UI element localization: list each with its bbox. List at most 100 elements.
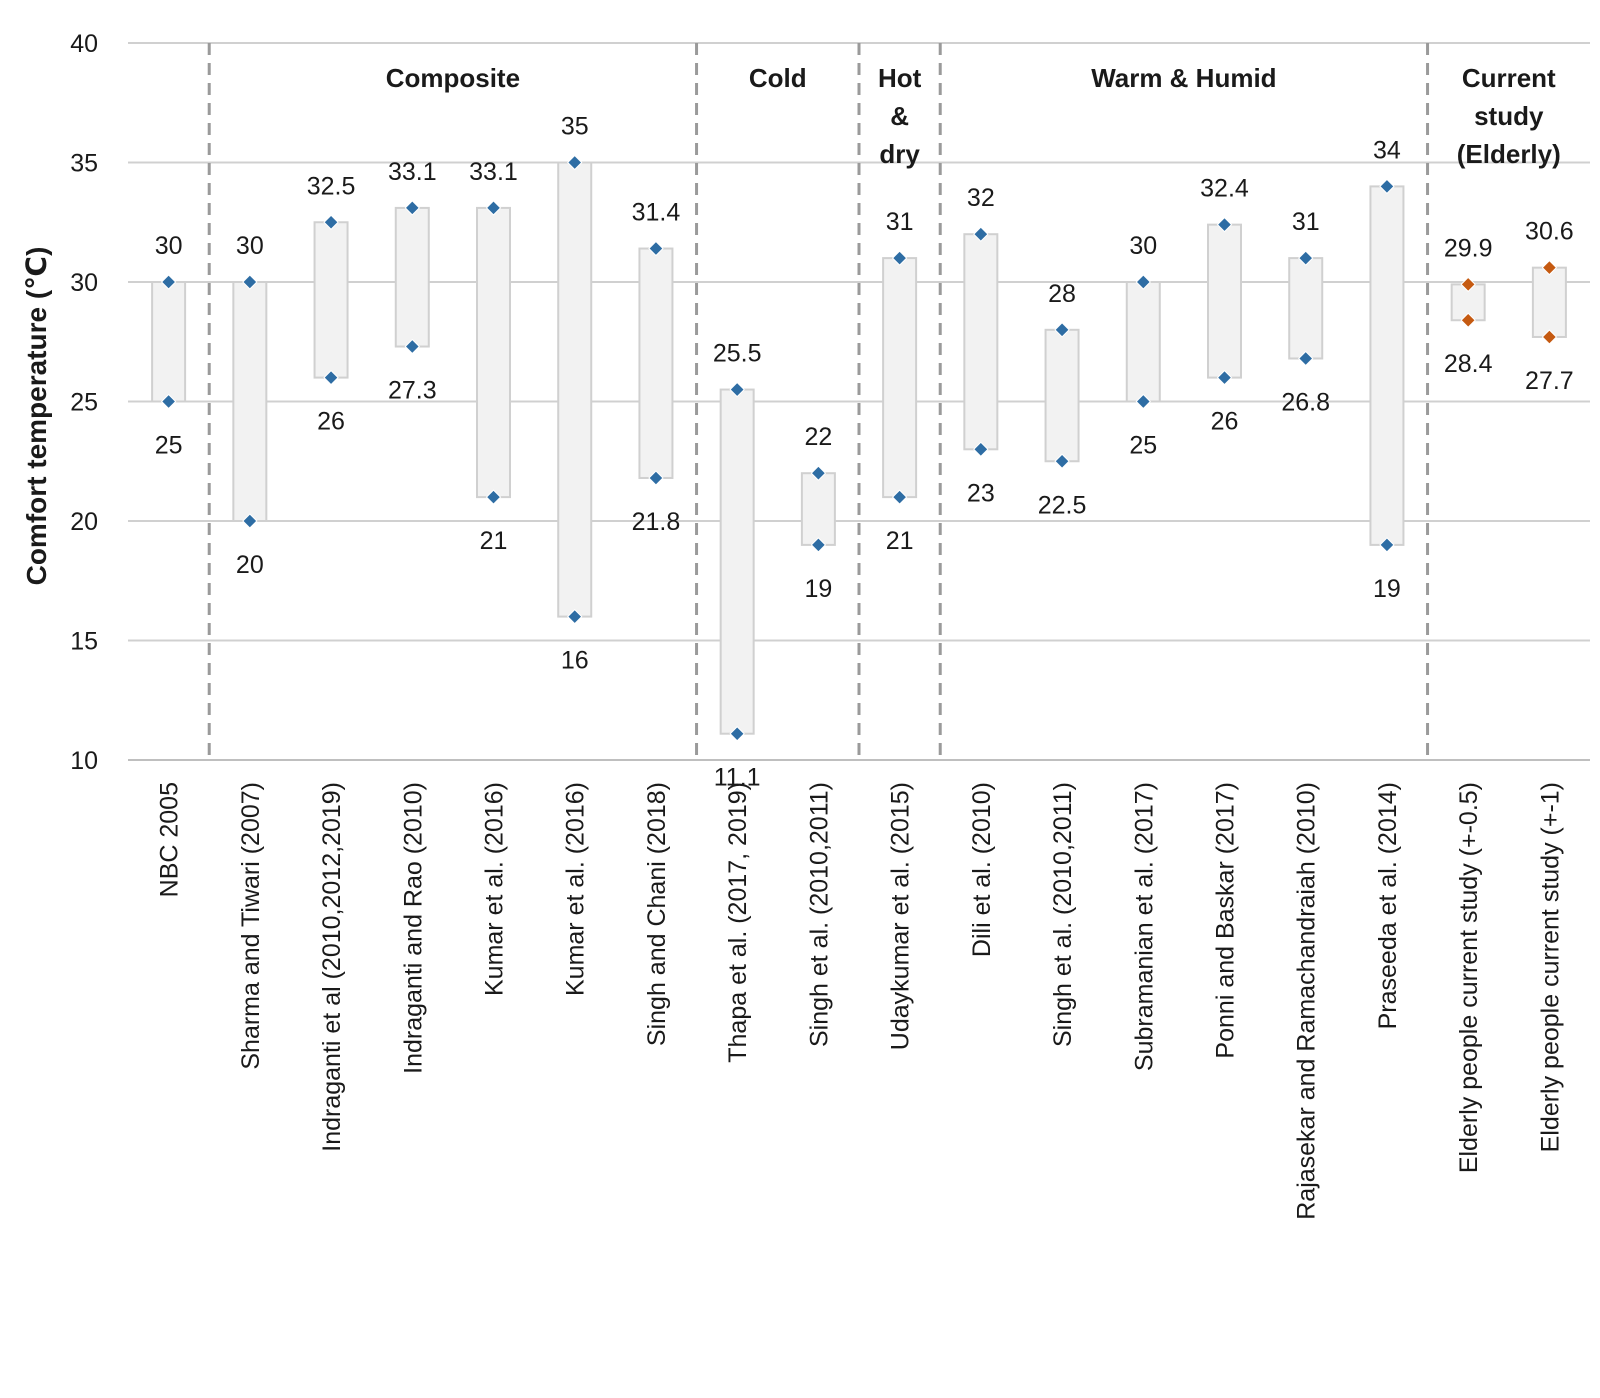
high-marker [1379,178,1395,195]
low-marker [973,441,989,458]
group-title: Composite [386,63,520,93]
high-marker [1298,250,1314,266]
x-category-label: Kumar et al. (2016) [562,782,590,996]
low-marker [404,338,420,355]
x-category-label: Indraganti and Rao (2010) [399,782,427,1074]
high-value-label: 29.9 [1444,234,1493,262]
y-tick-label: 35 [70,150,98,178]
high-marker [242,274,258,290]
range-bar [313,221,349,379]
low-value-label: 27.7 [1525,367,1574,395]
low-value-label: 26 [317,408,345,436]
high-marker [891,250,908,266]
range-markers [160,154,1558,742]
high-marker [1541,259,1558,276]
group-title: Hot [878,63,922,93]
x-category-label: Kumar et al. (2016) [481,782,509,996]
x-category-label: Elderly people current study (+-0.5) [1455,782,1483,1173]
x-category-label: Singh and Chani (2018) [643,782,671,1046]
high-marker [648,240,664,257]
value-labels: Composite Cold Hot & dry Warm & Humid Current s… [155,63,1574,792]
low-value-label: 22.5 [1038,491,1087,519]
range-bar [151,281,187,403]
x-category-label: Udaykumar et al. (2015) [887,782,915,1050]
low-marker [1135,393,1151,410]
high-marker [1216,216,1233,233]
x-category-label: Praseeda et al. (2014) [1374,782,1402,1029]
high-value-label: 34 [1373,136,1401,164]
group-title: dry [879,139,920,169]
x-category-label: NBC 2005 [156,782,184,897]
low-marker [648,470,664,486]
y-tick-label: 30 [70,269,98,297]
low-value-label: 21 [886,527,914,555]
low-value-label: 16 [561,647,589,675]
range-bar [1044,328,1080,463]
y-tick-label: 20 [70,508,98,536]
gridlines [128,42,1590,761]
x-category-label: Rajasekar and Ramachandraiah (2010) [1293,782,1321,1220]
low-value-label: 26.8 [1281,388,1330,416]
y-tick-label: 15 [70,628,98,656]
low-marker [1379,537,1395,553]
range-bar [394,206,430,348]
x-category-label: Ponni and Baskar (2017) [1212,782,1240,1059]
group-title: Cold [749,63,807,93]
range-bar [719,388,755,735]
high-value-label: 33.1 [469,158,518,186]
x-category-label: Dili et al. (2010) [968,782,996,957]
low-marker [1460,312,1476,328]
group-title: Warm & Humid [1091,63,1276,93]
low-marker [1054,453,1070,469]
group-title: (Elderly) [1457,139,1561,169]
low-marker [242,513,258,529]
high-value-label: 22 [804,423,832,451]
x-category-label: Subramanian et al. (2017) [1130,782,1158,1071]
range-bar [1531,266,1567,338]
y-tick-label: 25 [70,389,98,417]
low-value-label: 19 [804,575,832,603]
low-value-label: 20 [236,551,264,579]
low-marker [160,393,177,410]
high-value-label: 25.5 [713,340,762,368]
low-value-label: 19 [1373,575,1401,603]
high-marker [485,200,502,216]
high-marker [729,381,745,398]
high-marker [1054,322,1070,338]
range-bar [1207,223,1242,379]
y-axis-title: Comfort temperature (℃) [21,247,52,586]
y-tick-label: 40 [70,30,98,58]
high-value-label: 33.1 [388,158,437,186]
range-bar [1288,257,1324,360]
high-value-label: 32.5 [307,172,356,200]
x-category-label: Thapa et al. (2017, 2019) [724,782,752,1063]
axes: 10 15 20 25 30 35 40 NBC 2005 Sharma and Tiwari … [70,30,1590,1220]
low-marker [729,726,745,742]
range-bar [638,247,674,479]
low-marker [891,489,908,505]
high-value-label: 32 [967,184,995,212]
high-value-label: 28 [1048,280,1076,308]
low-value-label: 23 [967,479,995,507]
low-marker [1298,350,1314,367]
range-bar [1125,281,1161,403]
high-value-label: 31 [1292,208,1320,236]
high-marker [1135,274,1151,290]
low-marker [1541,329,1558,345]
range-bar [476,206,511,499]
x-category-label: Elderly people current study (+-1) [1536,782,1564,1152]
high-value-label: 30 [1129,232,1157,260]
low-value-label: 25 [1129,432,1157,460]
group-title: Current [1462,63,1556,93]
low-marker [1216,369,1233,386]
x-category-label: Sharma and Tiwari (2007) [237,782,265,1070]
high-value-label: 31 [886,208,914,236]
range-bar [882,257,918,499]
range-bar [963,233,999,451]
high-value-label: 30 [155,232,183,260]
high-marker [160,274,177,290]
low-value-label: 25 [155,432,183,460]
high-marker [973,226,989,242]
